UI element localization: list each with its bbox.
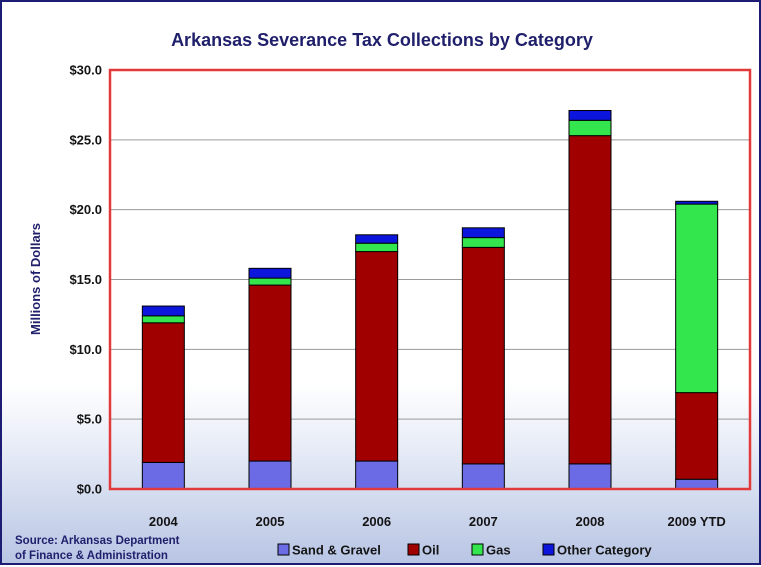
chart-title: Arkansas Severance Tax Collections by Ca…	[171, 30, 593, 50]
bar-segment	[355, 460, 399, 490]
legend-swatch	[542, 543, 555, 556]
legend-label: Sand & Gravel	[292, 543, 381, 558]
bar-segment	[675, 200, 719, 205]
x-tick-label: 2005	[256, 514, 285, 529]
y-axis-label: Millions of Dollars	[28, 223, 43, 335]
bar-segment	[141, 461, 185, 490]
source-line-1: Source: Arkansas Department	[15, 535, 180, 547]
x-tick-label: 2007	[469, 514, 498, 529]
bar-segment	[355, 242, 399, 253]
legend-swatch	[471, 543, 484, 556]
y-tick-label: $20.0	[69, 202, 102, 217]
x-tick-label: 2004	[149, 514, 179, 529]
legend-label: Gas	[486, 543, 511, 558]
legend-swatch	[277, 543, 290, 556]
source-line-2: of Finance & Administration	[15, 550, 168, 562]
x-tick-label: 2009 YTD	[668, 514, 726, 529]
source-note: Source: Arkansas Department of Finance &…	[15, 535, 180, 562]
plot-area-border	[108, 68, 752, 491]
bar-segment	[568, 110, 612, 121]
bars	[141, 110, 719, 490]
bar-segment	[141, 315, 185, 324]
bar-segment	[141, 322, 185, 463]
bar-segment	[461, 237, 505, 248]
x-tick-label: 2006	[362, 514, 391, 529]
bar-segment	[248, 267, 292, 279]
bar-segment	[568, 119, 612, 137]
legend-label: Other Category	[557, 543, 652, 558]
legend-label: Oil	[422, 543, 439, 558]
y-tick-label: $25.0	[69, 132, 102, 147]
bar-segment	[248, 460, 292, 490]
y-tick-label: $30.0	[69, 63, 102, 78]
bar-segment	[355, 251, 399, 462]
legend: Sand & Gravel Oil Gas Other Category	[277, 543, 652, 558]
bar-segment	[568, 135, 612, 465]
bar-segment	[675, 203, 719, 394]
bar-segment	[248, 284, 292, 462]
y-tick-label: $5.0	[77, 412, 102, 427]
y-tick-label: $0.0	[77, 482, 102, 497]
bar-segment	[355, 234, 399, 244]
gridlines	[110, 139, 750, 420]
bar-segment	[248, 277, 292, 286]
bar-segment	[141, 305, 185, 317]
bar-segment	[675, 478, 719, 490]
bar-segment	[675, 392, 719, 480]
legend-swatch	[407, 543, 420, 556]
bar-segment	[461, 246, 505, 465]
bar-segment	[461, 463, 505, 490]
x-axis-ticks: 2004 2005 2006 2007 2008 2009 YTD	[149, 514, 726, 529]
x-tick-label: 2008	[576, 514, 605, 529]
y-tick-label: $10.0	[69, 342, 102, 357]
bar-segment	[568, 463, 612, 490]
y-axis-ticks: $0.0 $5.0 $10.0 $15.0 $20.0 $25.0 $30.0	[69, 63, 102, 497]
bar-segment	[461, 227, 505, 239]
y-tick-label: $15.0	[69, 272, 102, 287]
